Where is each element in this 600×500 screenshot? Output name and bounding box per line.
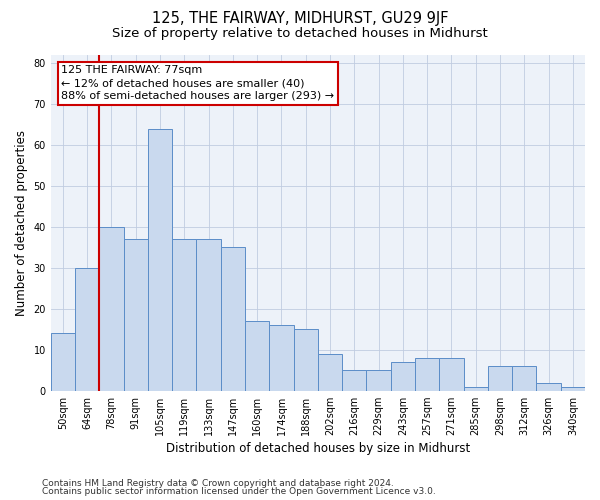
Bar bbox=[269, 325, 293, 390]
Text: Contains public sector information licensed under the Open Government Licence v3: Contains public sector information licen… bbox=[42, 487, 436, 496]
Text: 125 THE FAIRWAY: 77sqm
← 12% of detached houses are smaller (40)
88% of semi-det: 125 THE FAIRWAY: 77sqm ← 12% of detached… bbox=[61, 65, 335, 102]
Bar bbox=[536, 382, 561, 390]
Text: 125, THE FAIRWAY, MIDHURST, GU29 9JF: 125, THE FAIRWAY, MIDHURST, GU29 9JF bbox=[152, 12, 448, 26]
Bar bbox=[464, 386, 488, 390]
Bar bbox=[391, 362, 415, 390]
Bar bbox=[148, 128, 172, 390]
Bar bbox=[512, 366, 536, 390]
Bar bbox=[367, 370, 391, 390]
Y-axis label: Number of detached properties: Number of detached properties bbox=[15, 130, 28, 316]
Bar bbox=[561, 386, 585, 390]
Bar bbox=[318, 354, 342, 391]
Bar bbox=[488, 366, 512, 390]
Text: Size of property relative to detached houses in Midhurst: Size of property relative to detached ho… bbox=[112, 28, 488, 40]
Bar bbox=[221, 248, 245, 390]
Bar bbox=[124, 239, 148, 390]
Bar bbox=[439, 358, 464, 390]
Bar bbox=[172, 239, 196, 390]
Bar bbox=[342, 370, 367, 390]
Bar bbox=[75, 268, 100, 390]
Bar bbox=[196, 239, 221, 390]
Bar bbox=[100, 227, 124, 390]
Bar bbox=[51, 334, 75, 390]
Bar bbox=[415, 358, 439, 390]
Text: Contains HM Land Registry data © Crown copyright and database right 2024.: Contains HM Land Registry data © Crown c… bbox=[42, 478, 394, 488]
Bar bbox=[245, 321, 269, 390]
Bar bbox=[293, 330, 318, 390]
X-axis label: Distribution of detached houses by size in Midhurst: Distribution of detached houses by size … bbox=[166, 442, 470, 455]
